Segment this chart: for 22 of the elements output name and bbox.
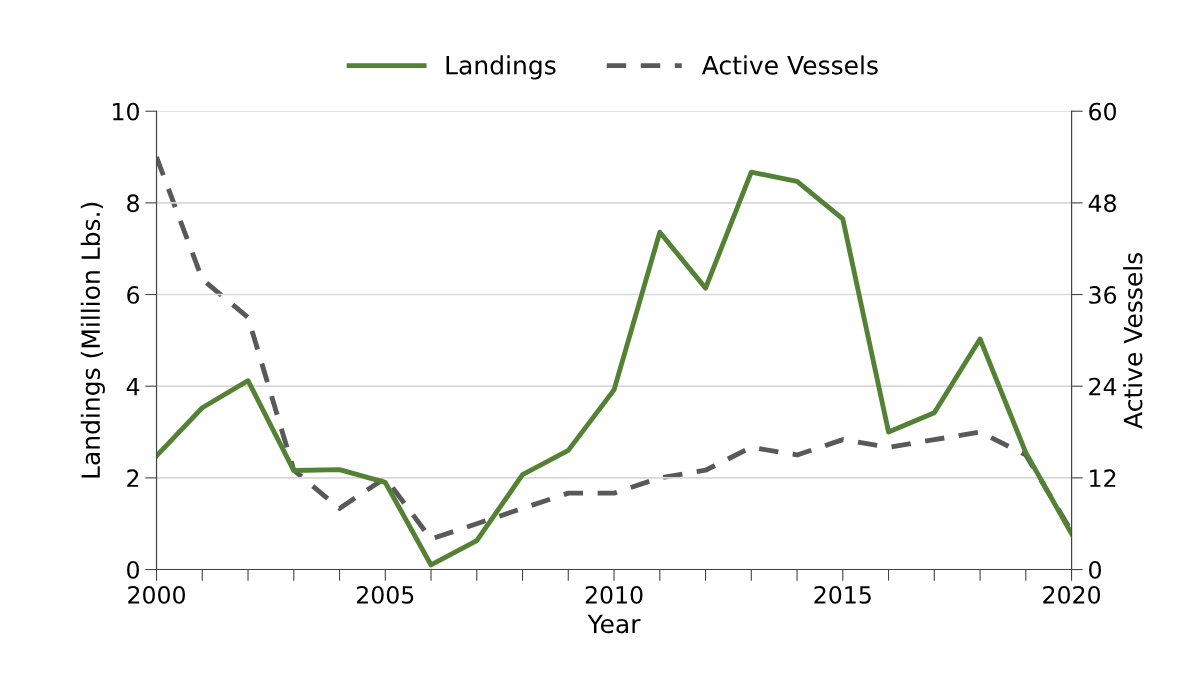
y2-tick-label: 24 <box>1089 377 1117 396</box>
y2-tick-label: 36 <box>1089 285 1117 304</box>
y-tick-label: 4 <box>126 377 140 396</box>
x-tick-label: 2010 <box>585 585 643 604</box>
y2-tick-label: 12 <box>1090 469 1116 487</box>
y-axis-title: Landings (Million Lbs.) <box>80 202 105 478</box>
y2-tick-label: 48 <box>1088 194 1116 213</box>
x-tick-label: 2020 <box>1043 585 1101 604</box>
y2-axis-title: Active Vessels <box>1123 252 1143 429</box>
legend-label: Active Vessels <box>701 55 878 75</box>
y-tick-label: 10 <box>113 102 139 121</box>
x-tick-label: 2015 <box>814 585 871 604</box>
x-tick-label: 2005 <box>356 585 414 604</box>
y2-tick-label: 0 <box>1089 560 1101 579</box>
y-tick-label: 6 <box>127 285 140 304</box>
x-tick-label: 2000 <box>128 585 185 604</box>
x-axis-title: Year <box>587 614 641 634</box>
y2-tick-label: 60 <box>1089 102 1117 121</box>
y-tick-label: 0 <box>127 560 139 579</box>
y-tick-label: 8 <box>127 194 139 213</box>
y-tick-label: 2 <box>127 469 139 487</box>
legend-label: Landings <box>446 55 556 80</box>
